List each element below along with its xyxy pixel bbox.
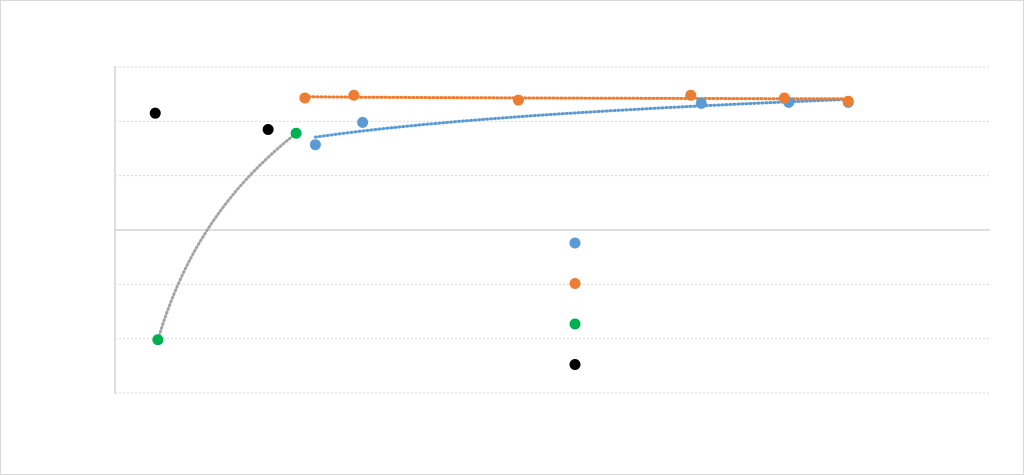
point xyxy=(262,123,274,135)
point xyxy=(512,94,524,106)
point xyxy=(357,116,369,128)
point xyxy=(152,334,164,346)
trendline xyxy=(303,95,850,101)
point xyxy=(778,92,790,104)
point xyxy=(695,97,707,109)
point xyxy=(149,107,161,119)
legend-marker xyxy=(569,359,581,370)
point xyxy=(348,89,360,101)
point xyxy=(309,139,321,151)
point xyxy=(290,127,302,139)
legend-marker xyxy=(569,237,581,249)
legend-marker xyxy=(569,278,581,289)
trendline xyxy=(156,131,298,342)
point xyxy=(685,89,697,101)
point xyxy=(299,92,311,104)
point xyxy=(842,95,854,107)
trendline xyxy=(313,97,850,139)
legend-marker xyxy=(569,318,581,330)
